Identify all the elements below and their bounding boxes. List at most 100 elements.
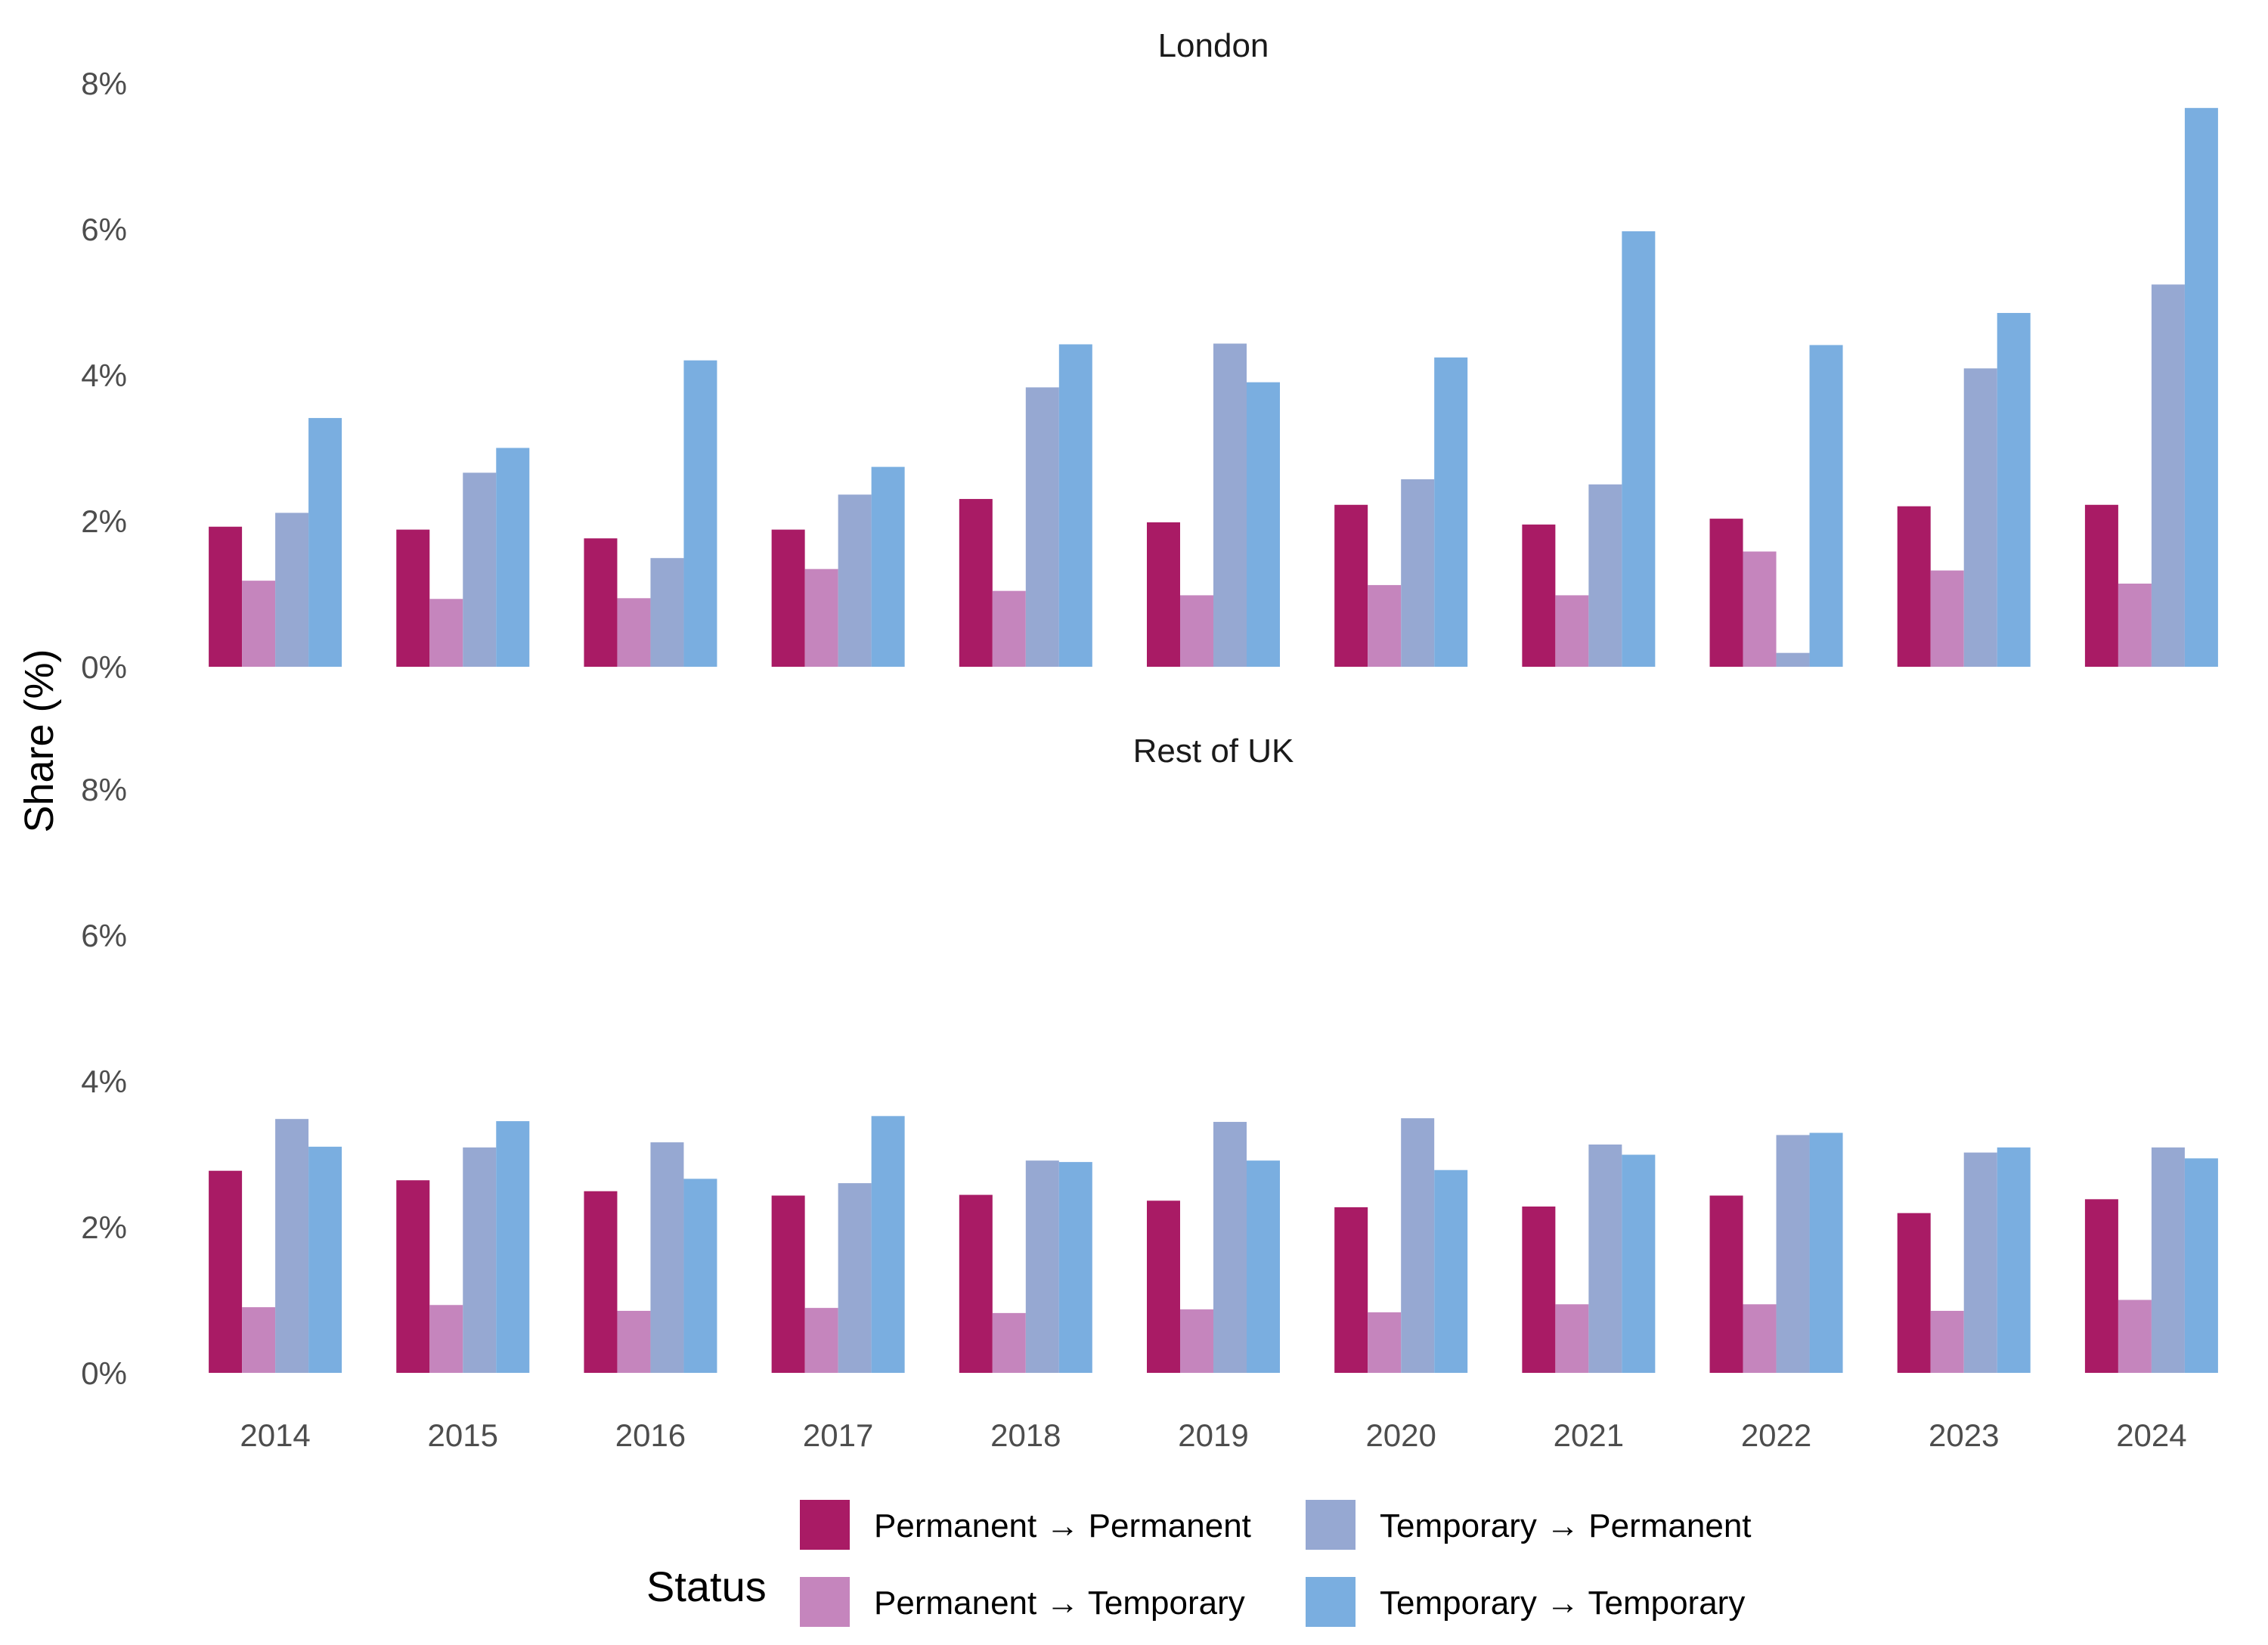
bar: [2118, 583, 2152, 667]
x-tick-label: 2023: [1929, 1417, 1999, 1453]
legend-label: Temporary → Temporary: [1380, 1585, 1745, 1622]
bar: [1247, 382, 1280, 667]
bar: [275, 513, 309, 667]
bar: [2084, 1199, 2118, 1373]
bar: [429, 1305, 463, 1373]
bar: [496, 1121, 530, 1373]
bar: [1147, 522, 1180, 667]
bar: [1180, 1309, 1213, 1373]
bar: [1058, 344, 1092, 667]
bar: [1522, 1206, 1556, 1373]
bar: [2184, 107, 2218, 667]
bar: [1809, 345, 1843, 667]
bar: [1622, 231, 1656, 667]
bar: [617, 598, 651, 667]
facets: London 0% 2% 4% 6% 8% Rest of UK 0% 2% 4% 6% 8%: [81, 27, 2218, 1391]
bar: [650, 1142, 684, 1373]
bar: [1401, 479, 1435, 667]
bar: [463, 472, 497, 667]
bar: [1809, 1132, 1843, 1373]
bar: [2084, 504, 2118, 667]
bar: [1555, 595, 1589, 667]
bar: [2118, 1300, 2152, 1373]
y-tick-label: 0%: [81, 649, 127, 685]
x-tick-label: 2020: [1365, 1417, 1436, 1453]
bar: [1368, 1312, 1402, 1373]
bar: [1897, 506, 1931, 667]
bar: [1180, 595, 1213, 667]
x-tick-label: 2015: [428, 1417, 498, 1453]
bar: [1588, 1144, 1622, 1373]
bar: [992, 590, 1026, 667]
legend-title: Status: [646, 1563, 767, 1610]
y-tick-label: 8%: [81, 772, 127, 807]
legend-label: Permanent → Permanent: [874, 1507, 1251, 1544]
bar: [1776, 652, 1810, 667]
bar: [871, 1116, 905, 1373]
legend-item: Permanent → Permanent: [800, 1500, 1251, 1550]
x-tick-label: 2016: [615, 1417, 686, 1453]
bar: [959, 499, 993, 667]
bar: [429, 599, 463, 667]
y-tick-label: 6%: [81, 918, 127, 953]
bar: [1213, 1122, 1247, 1373]
bar: [1247, 1160, 1280, 1373]
bar: [871, 466, 905, 667]
bar: [1368, 584, 1402, 667]
bar: [617, 1310, 651, 1373]
bar: [683, 360, 717, 667]
bar: [209, 526, 243, 667]
bar: [584, 1191, 618, 1373]
bar: [1897, 1213, 1931, 1373]
bar: [1401, 1118, 1435, 1373]
bar: [1930, 1310, 1964, 1373]
bar: [1743, 551, 1777, 667]
facet-title: London: [1158, 27, 1269, 64]
y-tick-label: 6%: [81, 212, 127, 247]
bar: [1963, 368, 1997, 667]
legend-item: Temporary → Permanent: [1306, 1500, 1752, 1550]
legend-swatch: [800, 1577, 850, 1627]
bar: [771, 529, 805, 667]
bar: [838, 494, 872, 667]
bar: [1334, 504, 1368, 667]
bar: [804, 568, 838, 667]
bar: [1555, 1304, 1589, 1373]
bar: [242, 581, 276, 667]
bar: [992, 1312, 1026, 1373]
facet-1: London 0% 2% 4% 6% 8%: [81, 27, 2218, 685]
y-tick-label: 4%: [81, 358, 127, 393]
bar: [1058, 1162, 1092, 1373]
bar: [1622, 1154, 1656, 1373]
legend: Status Permanent → Permanent Permanent → …: [646, 1500, 1752, 1627]
x-tick-label: 2018: [990, 1417, 1061, 1453]
bar: [650, 558, 684, 667]
bar: [2151, 284, 2185, 667]
bar: [1963, 1152, 1997, 1373]
bar: [959, 1194, 993, 1373]
bar: [1997, 1147, 2031, 1373]
bar: [1743, 1304, 1777, 1373]
bar: [1930, 570, 1964, 667]
legend-item: Permanent → Temporary: [800, 1577, 1245, 1627]
y-tick-label: 4%: [81, 1064, 127, 1099]
bar: [1776, 1135, 1810, 1373]
bar: [308, 417, 342, 667]
bar: [396, 1180, 430, 1373]
bar: [1434, 1169, 1468, 1373]
legend-swatch: [800, 1500, 850, 1550]
facet-title: Rest of UK: [1133, 733, 1294, 770]
bar: [275, 1119, 309, 1373]
legend-swatch: [1306, 1500, 1356, 1550]
x-tick-label: 2019: [1178, 1417, 1248, 1453]
bar: [396, 529, 430, 667]
bar: [1025, 387, 1059, 667]
x-tick-label: 2022: [1741, 1417, 1811, 1453]
bar: [308, 1146, 342, 1373]
bar: [838, 1183, 872, 1373]
bar: [683, 1179, 717, 1373]
y-tick-label: 2%: [81, 503, 127, 539]
bar: [1434, 357, 1468, 667]
facet-2: Rest of UK 0% 2% 4% 6% 8%: [81, 733, 2218, 1391]
